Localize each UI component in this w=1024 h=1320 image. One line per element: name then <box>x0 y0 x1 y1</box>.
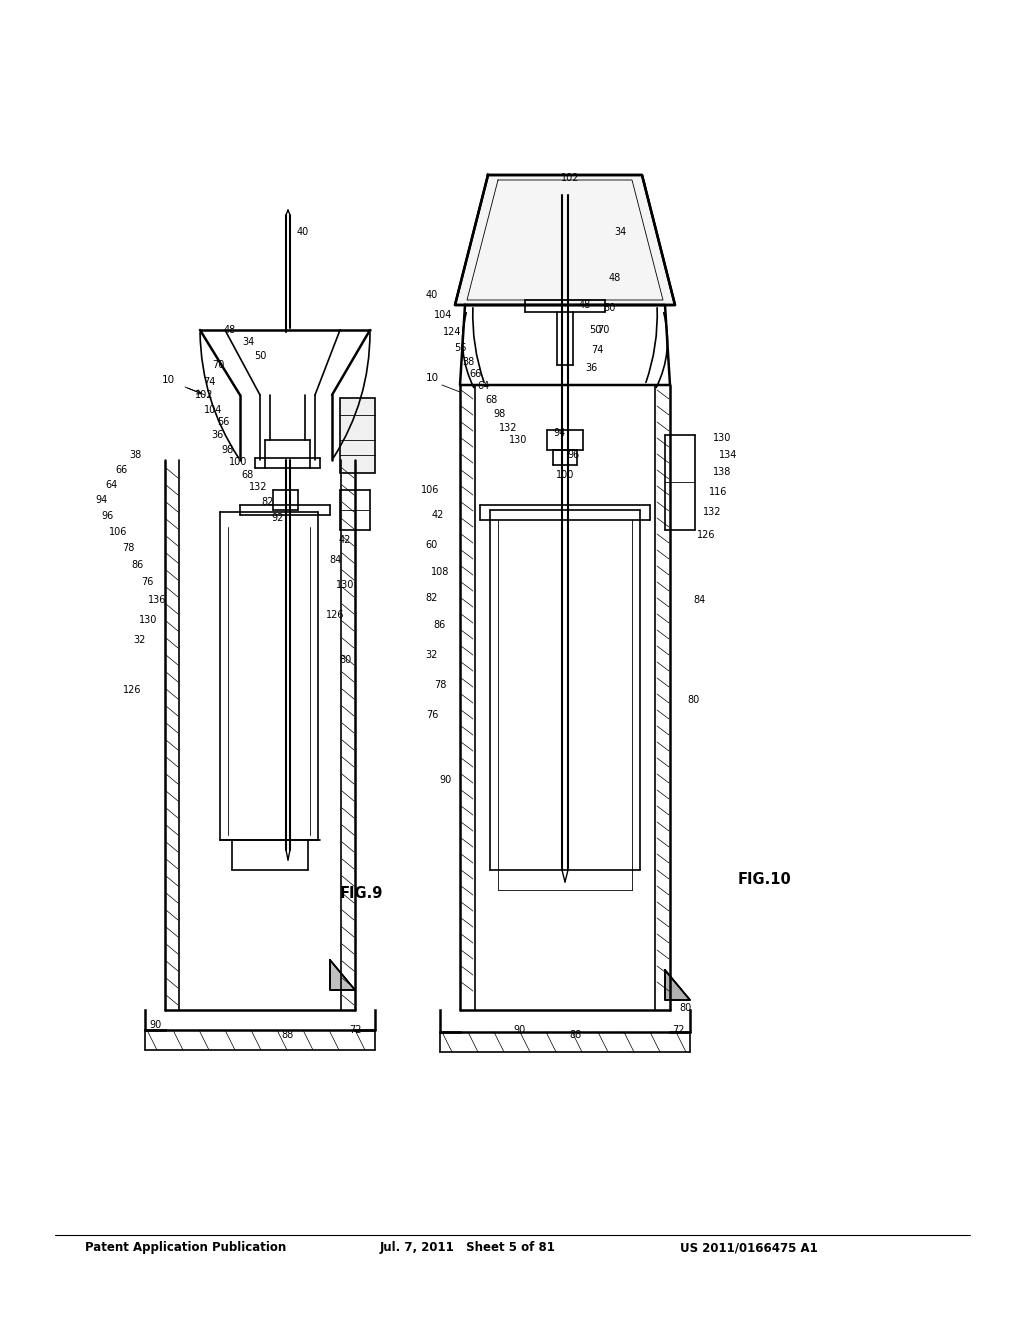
Text: 98: 98 <box>494 409 506 418</box>
Text: 102: 102 <box>561 173 580 183</box>
Text: 90: 90 <box>514 1026 526 1035</box>
Text: 104: 104 <box>204 405 222 414</box>
Text: 32: 32 <box>134 635 146 645</box>
Text: 10: 10 <box>162 375 174 385</box>
Text: 50: 50 <box>254 351 266 360</box>
Text: 60: 60 <box>426 540 438 550</box>
Text: 48: 48 <box>609 273 622 282</box>
Text: 130: 130 <box>139 615 158 624</box>
Text: 32: 32 <box>426 649 438 660</box>
Polygon shape <box>665 970 690 1001</box>
Text: 70: 70 <box>597 325 609 335</box>
Text: 84: 84 <box>694 595 707 605</box>
Polygon shape <box>455 176 675 305</box>
Text: 88: 88 <box>569 1030 582 1040</box>
Text: 68: 68 <box>242 470 254 480</box>
Text: 138: 138 <box>713 467 731 477</box>
Text: 130: 130 <box>336 579 354 590</box>
Text: 40: 40 <box>297 227 309 238</box>
Text: 50: 50 <box>603 304 615 313</box>
Text: 94: 94 <box>554 428 566 438</box>
Text: 100: 100 <box>556 470 574 480</box>
Polygon shape <box>330 960 355 990</box>
Text: 102: 102 <box>195 389 213 400</box>
Text: 80: 80 <box>688 696 700 705</box>
Text: Jul. 7, 2011   Sheet 5 of 81: Jul. 7, 2011 Sheet 5 of 81 <box>380 1242 556 1254</box>
Text: 130: 130 <box>713 433 731 444</box>
Text: 64: 64 <box>478 381 490 391</box>
Text: 98: 98 <box>221 445 233 455</box>
Text: 56: 56 <box>454 343 466 352</box>
Text: 82: 82 <box>262 498 274 507</box>
Text: US 2011/0166475 A1: US 2011/0166475 A1 <box>680 1242 818 1254</box>
Text: 50: 50 <box>589 325 601 335</box>
Text: 78: 78 <box>122 543 134 553</box>
Text: 86: 86 <box>131 560 143 570</box>
Text: 132: 132 <box>702 507 721 517</box>
Text: 126: 126 <box>696 531 715 540</box>
Text: 34: 34 <box>242 337 254 347</box>
Text: 104: 104 <box>434 310 453 319</box>
Text: 78: 78 <box>434 680 446 690</box>
Text: 68: 68 <box>485 395 498 405</box>
Text: 40: 40 <box>426 290 438 300</box>
Text: 116: 116 <box>709 487 727 498</box>
Text: FIG.10: FIG.10 <box>738 873 792 887</box>
Text: 56: 56 <box>217 417 229 426</box>
Text: FIG.9: FIG.9 <box>340 886 383 900</box>
Text: 100: 100 <box>228 457 247 467</box>
Text: 96: 96 <box>567 450 580 459</box>
Text: 106: 106 <box>421 484 439 495</box>
Text: 108: 108 <box>431 568 450 577</box>
Text: 38: 38 <box>129 450 141 459</box>
Text: 80: 80 <box>679 1003 691 1012</box>
Text: 72: 72 <box>349 1026 361 1035</box>
Text: 72: 72 <box>672 1026 684 1035</box>
Text: 42: 42 <box>339 535 351 545</box>
Text: Patent Application Publication: Patent Application Publication <box>85 1242 287 1254</box>
Text: 38: 38 <box>462 356 474 367</box>
Text: 130: 130 <box>509 436 527 445</box>
Text: 66: 66 <box>116 465 128 475</box>
Text: 48: 48 <box>579 300 591 310</box>
Text: 10: 10 <box>425 374 438 383</box>
Text: 90: 90 <box>439 775 452 785</box>
Text: 90: 90 <box>148 1020 161 1030</box>
Text: 132: 132 <box>249 482 267 492</box>
Text: 34: 34 <box>613 227 626 238</box>
Text: 96: 96 <box>101 511 114 521</box>
Text: 82: 82 <box>426 593 438 603</box>
Text: 126: 126 <box>123 685 141 696</box>
Text: 84: 84 <box>329 554 341 565</box>
Text: 134: 134 <box>719 450 737 459</box>
Text: 92: 92 <box>271 513 285 523</box>
Text: 66: 66 <box>470 370 482 379</box>
Text: 42: 42 <box>432 510 444 520</box>
Text: 74: 74 <box>203 378 215 387</box>
Text: 86: 86 <box>434 620 446 630</box>
Text: 132: 132 <box>499 422 517 433</box>
Text: 88: 88 <box>282 1030 294 1040</box>
Text: 80: 80 <box>339 655 351 665</box>
Text: 94: 94 <box>96 495 109 506</box>
Text: 126: 126 <box>326 610 344 620</box>
Text: 36: 36 <box>585 363 597 374</box>
Text: 70: 70 <box>212 360 224 370</box>
Text: 74: 74 <box>591 345 603 355</box>
Text: 76: 76 <box>141 577 154 587</box>
Text: 124: 124 <box>442 327 461 337</box>
Text: 106: 106 <box>109 527 127 537</box>
Text: 48: 48 <box>224 325 237 335</box>
Text: 76: 76 <box>426 710 438 719</box>
Text: 64: 64 <box>105 480 118 490</box>
Text: 36: 36 <box>211 430 223 440</box>
Bar <box>340 399 375 473</box>
Text: 136: 136 <box>147 595 166 605</box>
